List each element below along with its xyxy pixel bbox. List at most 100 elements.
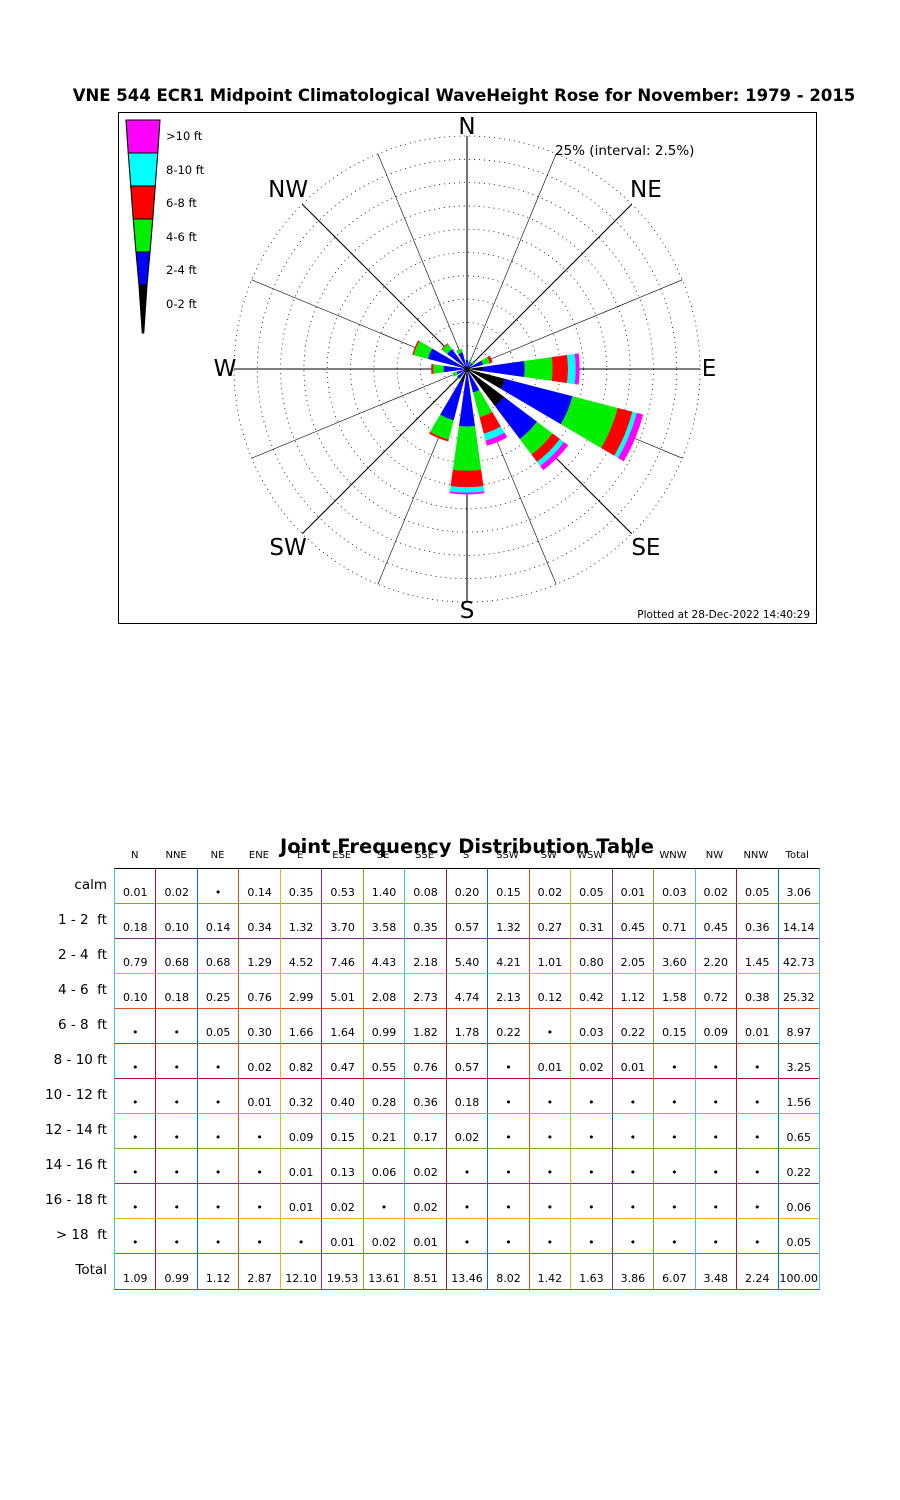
petal-NE-4-6 ft [471, 361, 475, 365]
column-header-NE: NE [210, 850, 225, 861]
table-cell: 0.09 [695, 1009, 738, 1044]
table-cell: • [488, 1219, 530, 1254]
legend-label: 8-10 ft [166, 162, 205, 177]
table-row: 0.10 0.18 0.25 0.76 2.99 5.01 2.08 2.73 4.74 2.13… [115, 974, 819, 1009]
petal-SSE->10 ft [485, 432, 508, 446]
table-cell: 0.68 [197, 939, 240, 974]
table-cell: 0.03 [654, 869, 696, 904]
petal-SE-6-8 ft [531, 433, 560, 462]
table-cell: 0.18 [115, 904, 157, 939]
table-cell: 0.02 [405, 1184, 447, 1219]
table-row: • • • • 0.09 0.15 0.21 0.17 0.02 • • • • • • • 0.65 [115, 1114, 819, 1149]
table-cell: • [156, 1009, 198, 1044]
table-cell: 3.70 [322, 904, 364, 939]
table-cell: 1.12 [612, 974, 655, 1009]
petal-ENE-8-10 ft [489, 355, 493, 363]
petal-NE-6-8 ft [473, 360, 476, 363]
table-cell: 1.78 [446, 1009, 489, 1044]
petal-NNE-4-6 ft [468, 360, 472, 363]
table-cell: 0.82 [280, 1044, 323, 1079]
legend-swatch-4-6 ft [132, 218, 154, 253]
table-row: 0.18 0.10 0.14 0.34 1.32 3.70 3.58 0.35 0.57 1.32… [115, 904, 819, 939]
column-header-N: N [130, 850, 139, 861]
petal-NE-2-4 ft [467, 362, 474, 369]
petal-ENE-2-4 ft [470, 360, 483, 368]
table-cell: • [529, 1114, 572, 1149]
page-title: VNE 544 ECR1 Midpoint Climatological Wav… [72, 86, 856, 105]
petal-WSW-8-10 ft [452, 372, 455, 377]
table-cell: 0.02 [405, 1149, 447, 1184]
table-cell: • [654, 1114, 696, 1149]
table-cell: 0.36 [405, 1079, 447, 1114]
table-cell: 2.87 [239, 1254, 281, 1289]
table-cell: • [695, 1184, 738, 1219]
column-header-E: E [297, 850, 304, 861]
table-cell: 3.60 [654, 939, 696, 974]
petal-SSW-6-8 ft [429, 431, 449, 442]
petal-E-6-8 ft [551, 354, 569, 384]
table-cell: 0.01 [280, 1184, 323, 1219]
petal-ENE-6-8 ft [487, 355, 493, 364]
table-cell: 0.36 [737, 904, 779, 939]
compass-label-N: N [458, 114, 475, 140]
legend-swatch-0-2 ft [138, 284, 148, 334]
table-cell: • [612, 1184, 655, 1219]
row-label: 1 - 2 ft [57, 912, 107, 928]
petal-SW-2-4 ft [457, 370, 466, 379]
table-cell: • [488, 1114, 530, 1149]
table-cell: 0.10 [156, 904, 198, 939]
table-cell: 0.25 [197, 974, 240, 1009]
column-header-NW: NW [705, 850, 724, 861]
petal-W-0-2 ft [462, 368, 467, 370]
table-row: 1.09 0.99 1.12 2.87 12.10 19.53 13.61 8.51 13.46… [115, 1254, 819, 1289]
table-cell: 0.28 [363, 1079, 406, 1114]
table-cell: 0.57 [446, 904, 489, 939]
table-row: • • • 0.01 0.32 0.40 0.28 0.36 0.18 • • • • • • • 1.56 [115, 1079, 819, 1114]
table-row: 0.79 0.68 0.68 1.29 4.52 7.46 4.43 2.18 5.40 4.21… [115, 939, 819, 974]
table-cell: • [156, 1184, 198, 1219]
table-cell: • [612, 1149, 655, 1184]
table-cell: 0.06 [778, 1184, 819, 1219]
table-cell: 0.01 [115, 869, 157, 904]
petal-WNW-6-8 ft [412, 340, 420, 356]
table-cell: • [156, 1044, 198, 1079]
jfd-table: 0.01 0.02 • 0.14 0.35 0.53 1.40 0.08 0.20 0.15 0.0… [114, 868, 820, 1290]
petal-WSW-2-4 ft [456, 369, 465, 375]
table-cell: 0.05 [737, 869, 779, 904]
table-cell: • [115, 1219, 157, 1254]
table-cell: • [737, 1184, 779, 1219]
petal-SSW-4-6 ft [430, 414, 454, 440]
table-cell: 0.01 [529, 1044, 572, 1079]
table-cell: 2.20 [695, 939, 738, 974]
table-cell: 2.99 [280, 974, 323, 1009]
petal-SE-2-4 ft [494, 396, 538, 440]
table-cell: • [612, 1114, 655, 1149]
table-cell: • [695, 1114, 738, 1149]
petal-NNW-2-4 ft [458, 352, 467, 366]
compass-label-NE: NE [630, 177, 662, 203]
table-cell: 0.12 [529, 974, 572, 1009]
table-cell: 4.52 [280, 939, 323, 974]
table-cell: • [197, 1079, 240, 1114]
table-cell: • [612, 1079, 655, 1114]
petal-E-2-4 ft [482, 360, 525, 378]
table-row: • • • • • 0.01 0.02 0.01 • • • • • • • • 0.05 [115, 1219, 819, 1254]
table-cell: 0.22 [778, 1149, 819, 1184]
table-cell: 0.42 [571, 974, 613, 1009]
table-cell: 1.82 [405, 1009, 447, 1044]
table-cell: 0.01 [280, 1149, 323, 1184]
table-cell: 1.09 [115, 1254, 157, 1289]
petal-W-2-4 ft [443, 365, 463, 373]
table-row: • • • 0.02 0.82 0.47 0.55 0.76 0.57 • 0.01 0.02 0.01… [115, 1044, 819, 1079]
legend-swatch-8-10 ft [127, 152, 159, 187]
spoke-SW [301, 368, 468, 535]
petal-SSE-8-10 ft [483, 426, 505, 441]
petal-ESE->10 ft [618, 412, 644, 462]
table-cell: 0.02 [446, 1114, 489, 1149]
petal-S-0-2 ft [466, 369, 468, 377]
table-cell: • [695, 1079, 738, 1114]
spoke-NNW [377, 153, 468, 370]
table-cell: • [197, 869, 240, 904]
table-cell: • [115, 1079, 157, 1114]
